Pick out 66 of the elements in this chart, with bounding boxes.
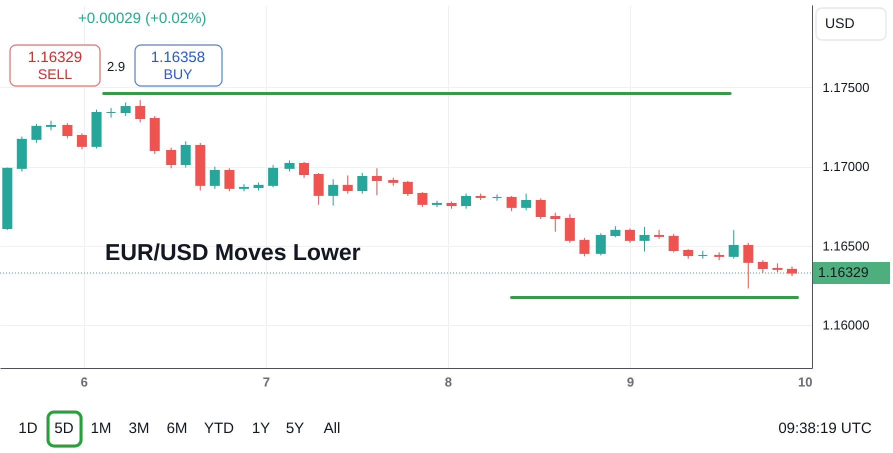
text: EUR/USD Moves Lower	[105, 239, 361, 265]
candlestick	[46, 120, 56, 131]
candlestick	[579, 238, 590, 257]
y-tick-label: 1.16500	[822, 238, 870, 254]
candlestick	[596, 232, 606, 256]
candlestick	[536, 198, 546, 220]
candlestick	[683, 248, 694, 260]
ref-line-label: 1.16329	[818, 264, 869, 280]
candlestick	[76, 132, 87, 150]
candlestick	[402, 180, 413, 197]
text: 5Y	[286, 420, 304, 437]
x-tick-label: 9	[626, 374, 634, 390]
annotation: SELL	[38, 66, 72, 82]
y-tick-label: 1.17500	[822, 80, 870, 95]
annotation: BUY	[164, 66, 194, 82]
candlestick	[506, 196, 517, 212]
candlestick	[224, 168, 234, 192]
candlestick	[299, 161, 310, 178]
candlestick	[210, 166, 220, 190]
candlestick	[268, 164, 278, 188]
text: 09:38:19 UTC	[778, 420, 872, 437]
candlestick	[461, 193, 472, 210]
text: USD	[825, 15, 855, 31]
candlestick	[564, 214, 575, 244]
x-tick-label: 7	[262, 374, 270, 390]
candlestick	[624, 228, 635, 244]
candlestick	[106, 108, 116, 118]
candlestick	[284, 160, 294, 172]
x-tick-label: 10	[798, 374, 812, 390]
candlestick	[62, 122, 72, 139]
text: All	[324, 420, 340, 437]
text: 1Y	[252, 420, 270, 437]
candlestick	[417, 192, 428, 208]
annotation: 1.16358	[150, 49, 206, 66]
annotation: 1.16329	[28, 49, 82, 66]
x-tick-label: 8	[444, 374, 452, 390]
candlestick	[550, 212, 560, 232]
text: 3M	[128, 420, 150, 437]
candlestick	[610, 226, 620, 238]
candlestick	[180, 140, 191, 168]
candlestick	[521, 193, 532, 211]
candlestick	[743, 242, 754, 289]
candlestick	[728, 230, 739, 260]
candlestick	[786, 266, 797, 277]
text: 1D	[18, 420, 38, 437]
y-tick-label: 1.17000	[822, 159, 870, 174]
candlestick	[342, 174, 353, 194]
text: YTD	[204, 420, 234, 437]
candlestick	[314, 172, 324, 206]
candlestick	[120, 102, 131, 116]
annotation: +0.00029 (+0.02%)	[78, 10, 206, 27]
annotation: 2.9	[107, 59, 126, 74]
y-tick-label: 1.16000	[822, 318, 870, 333]
candlestick	[31, 123, 42, 144]
candlestick	[372, 168, 382, 196]
candlestick	[640, 226, 650, 252]
candlestick	[357, 172, 368, 194]
text: 5D	[54, 420, 74, 437]
candlestick	[166, 147, 176, 169]
candlestick	[328, 178, 338, 206]
candlestick	[668, 234, 679, 253]
x-tick-label: 6	[80, 374, 88, 390]
text: 6M	[166, 420, 188, 437]
text: 1M	[90, 420, 112, 437]
candlestick	[135, 100, 146, 123]
candlestick	[758, 260, 768, 274]
